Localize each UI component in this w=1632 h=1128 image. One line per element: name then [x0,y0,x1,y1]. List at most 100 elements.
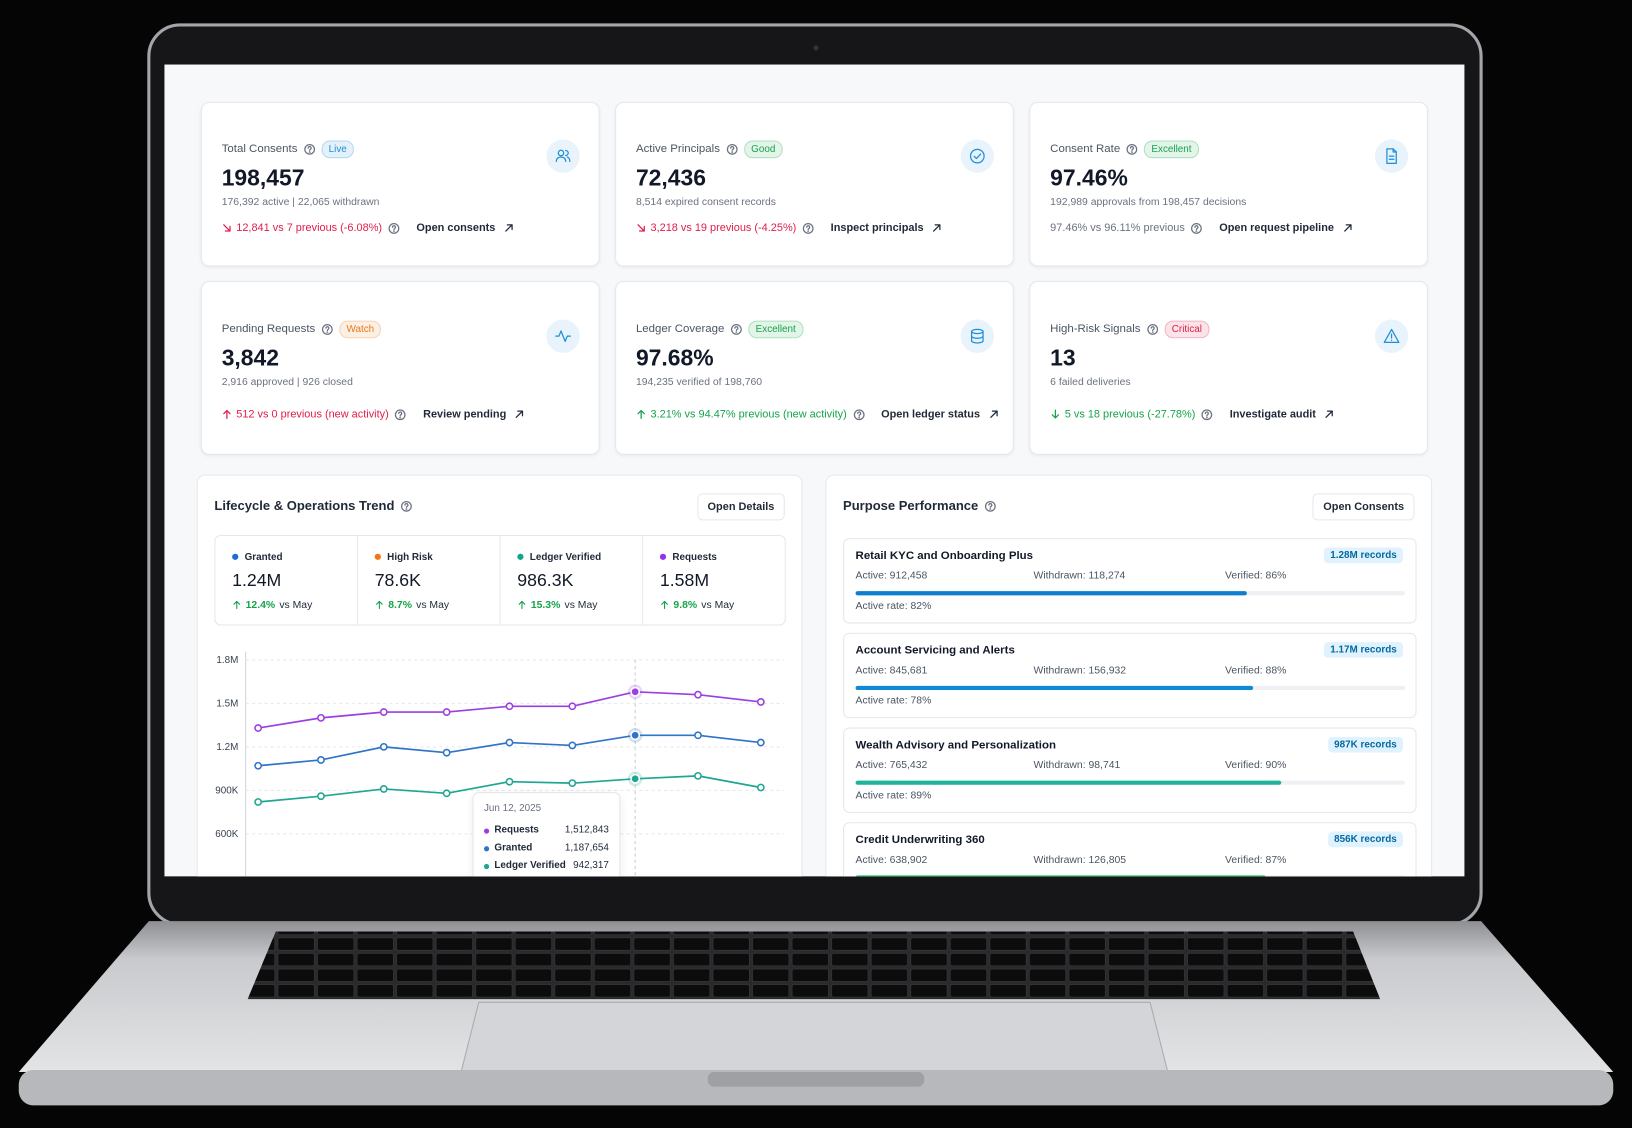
help-icon-part [988,502,993,508]
metric-value: 78.6K [374,570,421,591]
tooltip-dot [483,846,490,852]
card-link[interactable]: Open consents [416,221,496,235]
tooltip-name: Requests [494,824,539,836]
help-icon-part [391,224,397,230]
purpose-panel: Purpose Performance Open Consents Retail K… [825,474,1433,877]
point [379,742,388,751]
card-icon-glyph [555,330,571,343]
card-link[interactable]: Investigate audit [1229,407,1316,421]
change-arrow-part [233,600,241,610]
panel-title: Purpose Performance [843,499,996,513]
point [379,785,388,793]
help-icon [802,222,814,234]
help-icon-part [308,150,311,153]
active-rate: Active rate: 78% [855,695,932,707]
change-arrow [661,600,668,610]
help-icon-part [405,507,408,510]
records-pill: 987K records [1327,736,1404,753]
records-pill: 1.28M records [1324,547,1404,564]
bar [855,591,1248,596]
button[interactable]: Open Consents [1312,493,1415,521]
metric-change-row: 9.8% vs May [660,597,734,612]
tooltip-date: Jun 12, 2025 [483,802,542,814]
card-icon-glyph [970,328,984,344]
point [756,738,765,747]
point [254,798,263,806]
panel-title-text: Lifecycle & Operations Trend [214,498,395,514]
badge: Watch [339,320,382,338]
link-arrow-part [505,224,513,232]
kpi-subtitle: 2,916 approved | 926 closed [221,376,353,388]
metric-name: Requests [672,551,717,563]
help-icon-part [1206,416,1209,418]
help-icon [726,143,738,155]
card-link[interactable]: Open ledger status [881,407,981,421]
help-icon-part [393,229,395,232]
card-link[interactable]: Review pending [423,407,507,421]
card-icon-glyph-part [970,328,984,335]
metrics: Granted 1.24M 12.4% vs May High Risk 78.6K 8.7… [214,534,786,626]
help-icon-part [303,143,315,155]
card-link[interactable]: Open request pipeline [1219,221,1334,235]
change-arrow [518,600,526,610]
help-icon-part [730,323,742,335]
help-icon-part [395,408,407,420]
purpose-item: Wealth Advisory and Personalization 987K … [843,727,1417,813]
help-icon [395,408,407,420]
metric-change-row: 15.3% vs May [517,597,597,612]
tooltip-value: 1,512,843 [564,824,609,836]
purpose-item: Account Servicing and Alerts 1.17M record… [843,632,1417,719]
delta-arrow-part [1051,409,1060,419]
card-icon-glyph-part [1383,328,1400,344]
point [505,777,514,786]
card-icon-glyph-part [970,330,984,344]
help-icon-part [729,145,734,151]
y-tick-label: 600K [215,829,238,840]
kpi-label: Consent Rate [1050,142,1121,156]
help-icon-part [1201,408,1213,420]
bar [855,780,1282,785]
point [505,738,514,747]
verified-rate: Verified: 87% [1225,854,1287,866]
card-icon-glyph [969,148,985,164]
help-icon-part [1126,143,1138,155]
delta: 12,841 vs 7 previous (-6.08%) [236,221,383,235]
records-pill: 1.17M records [1324,642,1404,658]
kpi-card: Pending Requests Watch 3,842 2,916 approved… [200,281,600,455]
card-link[interactable]: Inspect principals [830,221,924,235]
help-icon [1191,222,1203,234]
badge: Excellent [1144,139,1199,158]
active-count: Active: 638,902 [855,854,928,866]
delta-arrow-part [637,409,645,420]
metric-change: 9.8% [673,598,698,611]
label-row: Pending Requests Watch [222,320,382,338]
help-icon-part [730,150,733,153]
help-icon-part [734,325,739,331]
delta-arrow-part [223,409,231,420]
point [756,698,765,706]
help-icon [400,500,412,512]
point [568,779,577,788]
card-icon-glyph [1383,328,1400,344]
link-arrow-part [989,410,998,418]
kpi-subtitle: 192,989 approvals from 198,457 decisions [1050,196,1247,208]
notch [707,1072,925,1087]
metric-dot [517,553,524,560]
verified-rate: Verified: 86% [1225,570,1287,582]
purpose-item: Credit Underwriting 360 856K records Activ… [843,822,1417,877]
delta-row: 97.46% vs 96.11% previous Open request pi… [1050,221,1353,236]
change-arrow [233,600,241,610]
card-icon [1374,319,1409,353]
metric-name-row: Granted [232,550,283,565]
verified-rate: Verified: 88% [1225,665,1287,677]
help-icon-part [1194,224,1199,230]
button[interactable]: Open Details [697,493,785,521]
kpi-card: Ledger Coverage Excellent 97.68% 194,235 ve… [615,281,1014,455]
tooltip-dot [483,863,490,870]
trackpad [460,1001,1169,1073]
metric-value: 1.24M [232,570,282,591]
kpi-subtitle: 194,235 verified of 198,760 [635,376,763,388]
panel-title: Lifecycle & Operations Trend [214,498,412,514]
help-icon-part [1195,229,1198,232]
point [568,741,577,750]
